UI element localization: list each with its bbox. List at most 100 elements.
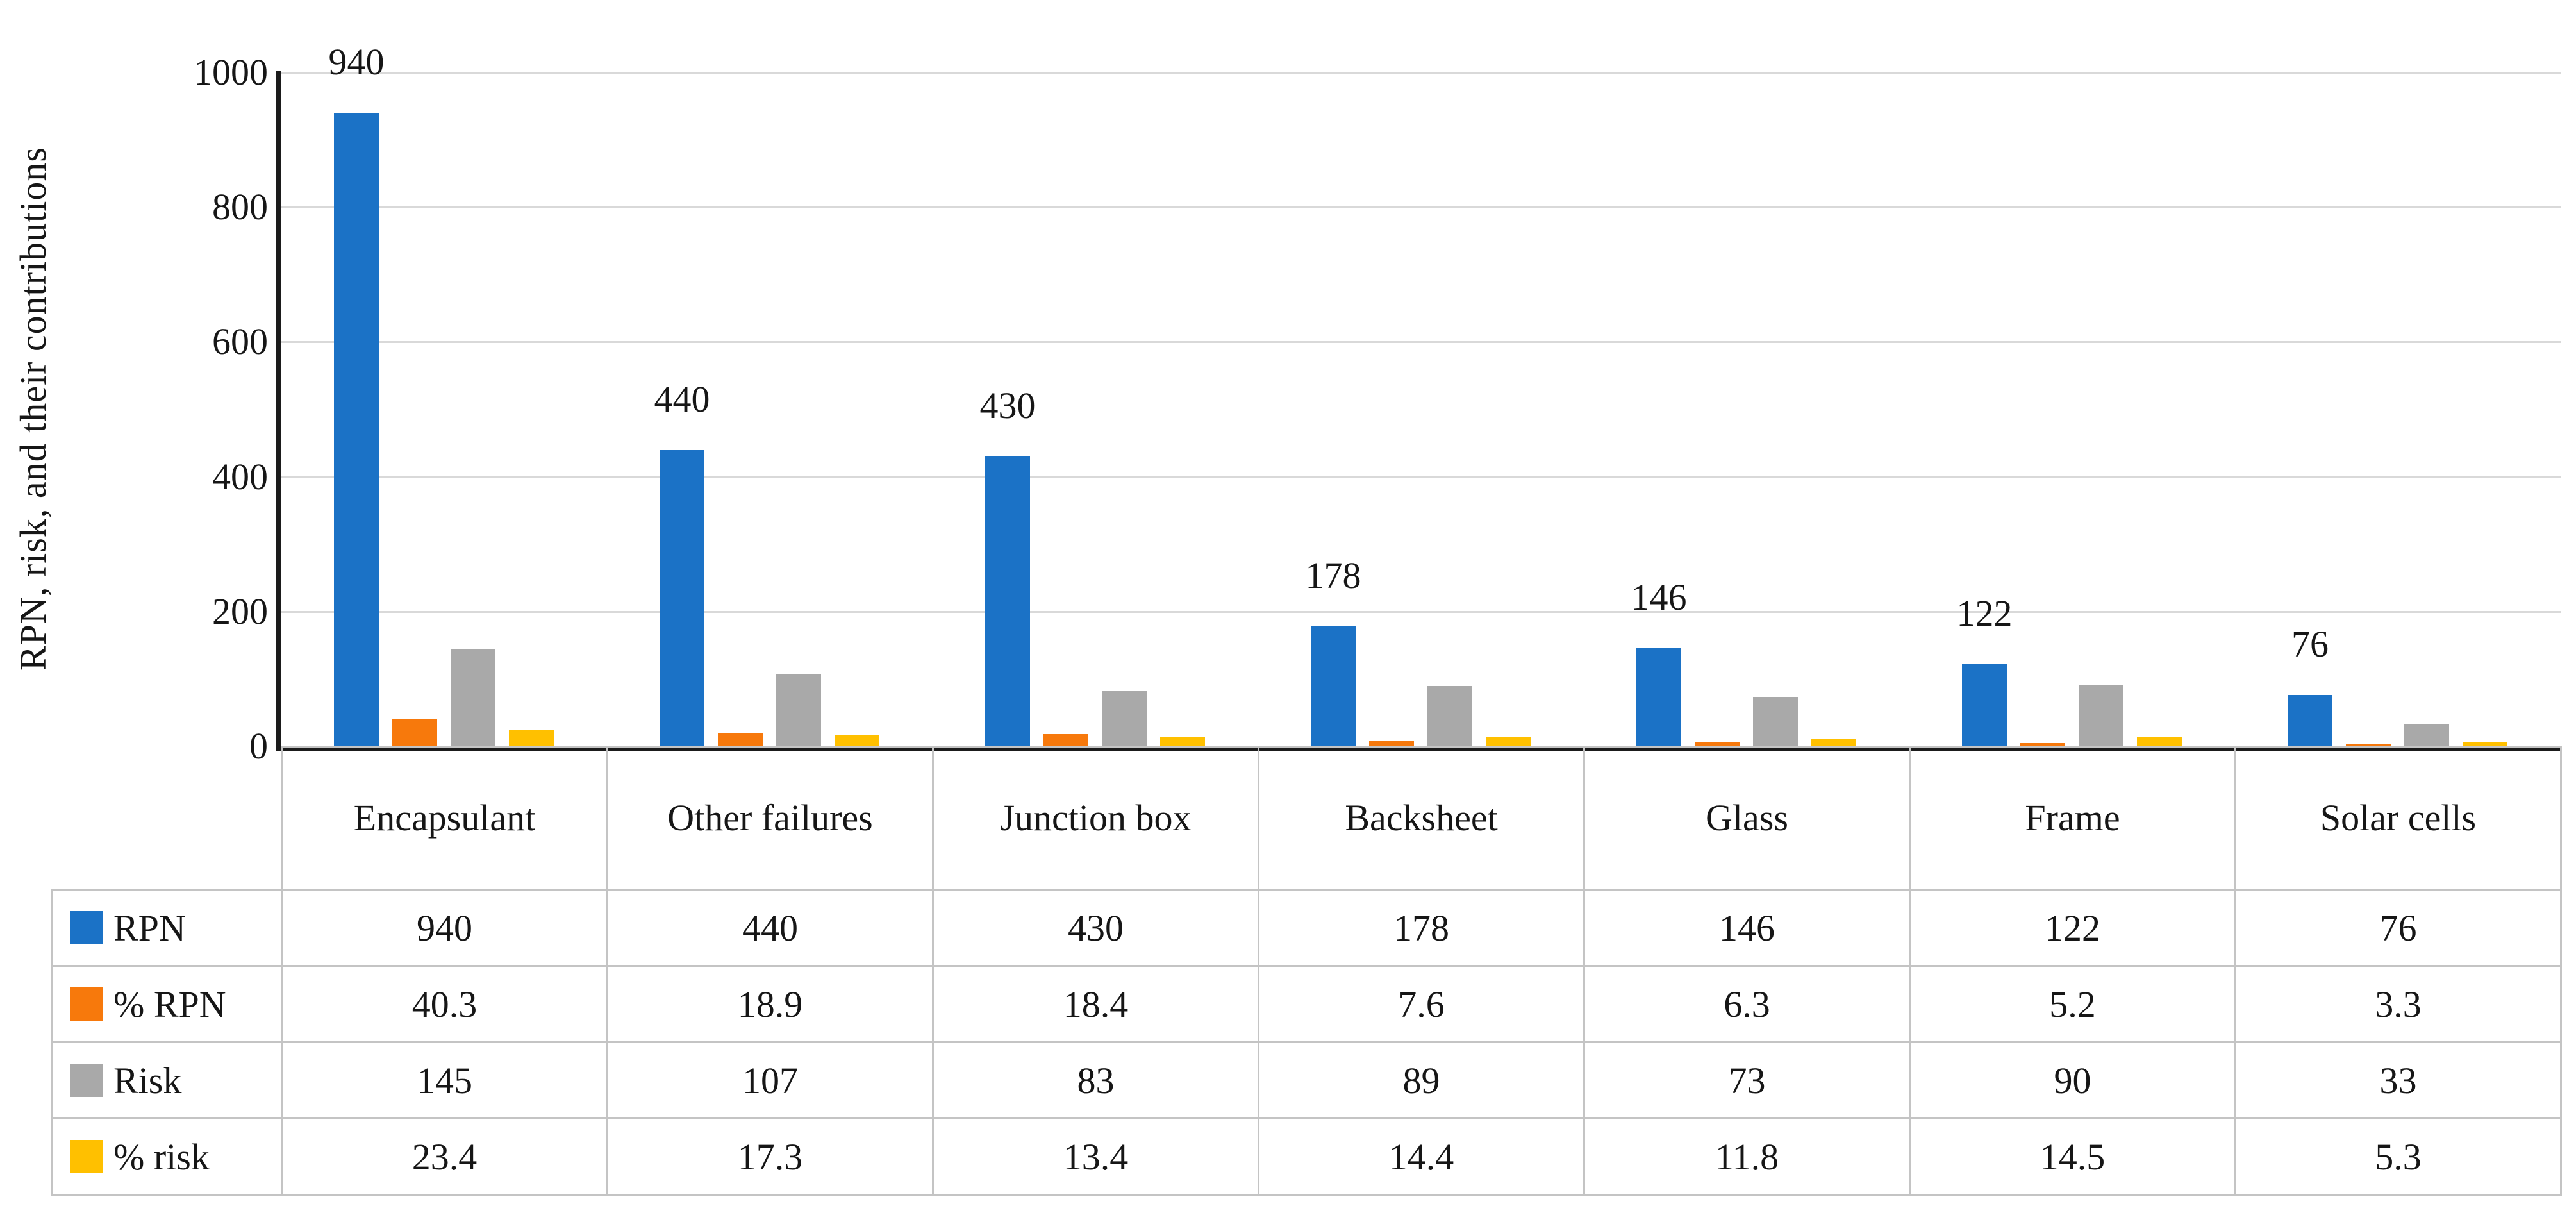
gridline (281, 72, 2561, 74)
bar-rpn-2 (2020, 743, 2065, 746)
cell-risk-junction-box: 83 (932, 1041, 1259, 1119)
cell-pct-risk-solar-cells: 5.3 (2234, 1117, 2562, 1196)
column-header-glass: Glass (1583, 746, 1911, 891)
bar-risk-4 (2137, 737, 2182, 746)
legend-label-risk: Risk (113, 1059, 182, 1101)
cell-pct-risk-junction-box: 13.4 (932, 1117, 1259, 1196)
cell-pct-rpn-other-failures: 18.9 (606, 965, 934, 1043)
legend-swatch-pct-rpn-icon (70, 987, 103, 1021)
cell-pct-risk-encapsulant: 23.4 (281, 1117, 608, 1196)
cell-rpn-encapsulant: 940 (281, 889, 608, 967)
table-row-pct-rpn: % RPN 40.3 18.9 18.4 7.6 6.3 5.2 3.3 (51, 965, 2562, 1043)
cell-risk-glass: 73 (1583, 1041, 1911, 1119)
bar-value-label: 440 (654, 378, 710, 420)
gridline (281, 610, 2561, 613)
bar-value-label: 76 (2291, 623, 2329, 665)
bar-rpn-1 (2288, 695, 2332, 746)
bar-rpn-2 (1369, 741, 1414, 746)
gridline (281, 476, 2561, 478)
bar-rpn-1 (985, 456, 1030, 746)
column-header-other-failures: Other failures (606, 746, 934, 891)
gridline (281, 206, 2561, 209)
bar-rpn-1 (1962, 664, 2007, 746)
cell-risk-other-failures: 107 (606, 1041, 934, 1119)
cell-risk-backsheet: 89 (1258, 1041, 1585, 1119)
legend-label-pct-risk: % risk (113, 1135, 210, 1178)
bar-risk-3 (2404, 724, 2449, 746)
bar-risk-4 (1811, 739, 1856, 746)
bar-rpn-1 (1311, 626, 1356, 746)
bar-risk-4 (509, 730, 554, 746)
cell-pct-rpn-encapsulant: 40.3 (281, 965, 608, 1043)
cell-risk-solar-cells: 33 (2234, 1041, 2562, 1119)
cell-pct-risk-frame: 14.5 (1909, 1117, 2236, 1196)
bar-risk-4 (1160, 737, 1205, 746)
bar-value-label: 178 (1305, 555, 1361, 596)
bar-rpn-2 (392, 719, 437, 746)
legend-swatch-risk-icon (70, 1064, 103, 1097)
cell-pct-rpn-junction-box: 18.4 (932, 965, 1259, 1043)
y-axis-line (276, 71, 281, 749)
cell-pct-risk-other-failures: 17.3 (606, 1117, 934, 1196)
bar-rpn-2 (1695, 742, 1740, 746)
cell-rpn-glass: 146 (1583, 889, 1911, 967)
cell-rpn-other-failures: 440 (606, 889, 934, 967)
plot-area: 1000 800 600 400 200 0 940 440 430 178 146 122 76 (194, 41, 2561, 767)
bar-rpn-1 (1636, 648, 1681, 746)
bar-value-label: 430 (979, 385, 1036, 426)
y-tick-label: 1000 (194, 51, 268, 93)
legend-cell-rpn: RPN (51, 889, 283, 967)
cell-risk-encapsulant: 145 (281, 1041, 608, 1119)
data-table: Encapsulant Other failures Junction box … (51, 746, 2562, 1196)
legend-swatch-pct-risk-icon (70, 1140, 103, 1173)
cell-pct-risk-backsheet: 14.4 (1258, 1117, 1585, 1196)
cell-rpn-frame: 122 (1909, 889, 2236, 967)
table-corner-cell (53, 748, 282, 890)
cell-pct-rpn-solar-cells: 3.3 (2234, 965, 2562, 1043)
bar-rpn-1 (660, 450, 704, 746)
cell-pct-rpn-frame: 5.2 (1909, 965, 2236, 1043)
bar-value-label: 940 (328, 41, 385, 83)
cell-pct-risk-glass: 11.8 (1583, 1117, 1911, 1196)
bar-risk-3 (451, 649, 495, 746)
cell-risk-frame: 90 (1909, 1041, 2236, 1119)
table-row-rpn: RPN 940 440 430 178 146 122 76 (51, 889, 2562, 967)
bar-rpn-2 (2346, 744, 2391, 746)
column-header-backsheet: Backsheet (1258, 746, 1585, 891)
y-tick-label: 600 (212, 321, 268, 363)
column-header-junction-box: Junction box (932, 746, 1259, 891)
bar-rpn-2 (718, 733, 763, 746)
bar-risk-3 (776, 674, 821, 746)
bar-risk-3 (2079, 685, 2123, 746)
cell-rpn-backsheet: 178 (1258, 889, 1585, 967)
legend-label-pct-rpn: % RPN (113, 983, 226, 1025)
bar-risk-3 (1427, 686, 1472, 746)
y-tick-label: 200 (212, 590, 268, 632)
bar-risk-3 (1102, 691, 1147, 746)
cell-rpn-junction-box: 430 (932, 889, 1259, 967)
cell-rpn-solar-cells: 76 (2234, 889, 2562, 967)
gridline (281, 341, 2561, 344)
legend-label-rpn: RPN (113, 907, 186, 949)
table-row-risk: Risk 145 107 83 89 73 90 33 (51, 1041, 2562, 1119)
column-header-frame: Frame (1909, 746, 2236, 891)
bar-value-label: 146 (1631, 576, 1687, 618)
legend-cell-risk: Risk (51, 1041, 283, 1119)
column-header-encapsulant: Encapsulant (281, 746, 608, 891)
legend-cell-pct-risk: % risk (51, 1117, 283, 1196)
legend-swatch-rpn-icon (70, 911, 103, 944)
column-header-solar-cells: Solar cells (2234, 746, 2562, 891)
y-tick-label: 400 (212, 455, 268, 498)
bar-rpn-1 (334, 113, 379, 746)
bar-value-label: 122 (1956, 592, 2013, 634)
legend-cell-pct-rpn: % RPN (51, 965, 283, 1043)
bar-risk-4 (835, 735, 879, 746)
bar-risk-3 (1753, 697, 1798, 746)
y-tick-label: 0 (249, 725, 268, 767)
table-row-pct-risk: % risk 23.4 17.3 13.4 14.4 11.8 14.5 5.3 (51, 1117, 2562, 1196)
bar-risk-4 (2463, 742, 2507, 746)
table-header-row: Encapsulant Other failures Junction box … (53, 746, 2562, 891)
y-tick-label: 800 (212, 186, 268, 228)
bar-risk-4 (1486, 737, 1531, 746)
